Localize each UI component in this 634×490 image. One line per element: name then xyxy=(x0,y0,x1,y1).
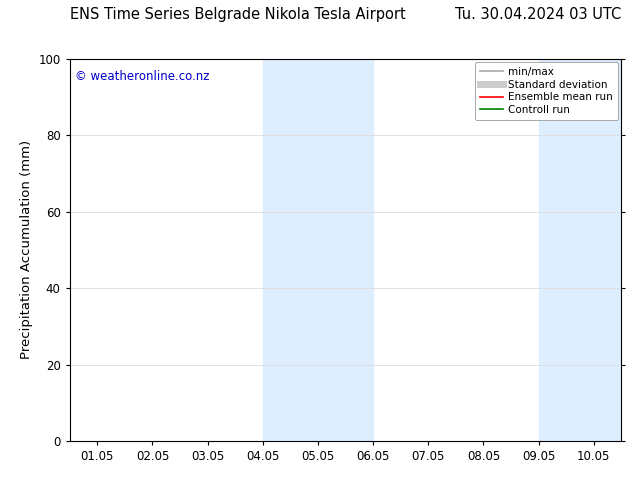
Bar xyxy=(538,59,621,441)
Legend: min/max, Standard deviation, Ensemble mean run, Controll run: min/max, Standard deviation, Ensemble me… xyxy=(475,62,618,120)
Text: © weatheronline.co.nz: © weatheronline.co.nz xyxy=(75,70,210,83)
Text: Tu. 30.04.2024 03 UTC: Tu. 30.04.2024 03 UTC xyxy=(455,7,621,22)
Bar xyxy=(262,59,373,441)
Y-axis label: Precipitation Accumulation (mm): Precipitation Accumulation (mm) xyxy=(20,140,33,360)
Text: ENS Time Series Belgrade Nikola Tesla Airport: ENS Time Series Belgrade Nikola Tesla Ai… xyxy=(70,7,406,22)
